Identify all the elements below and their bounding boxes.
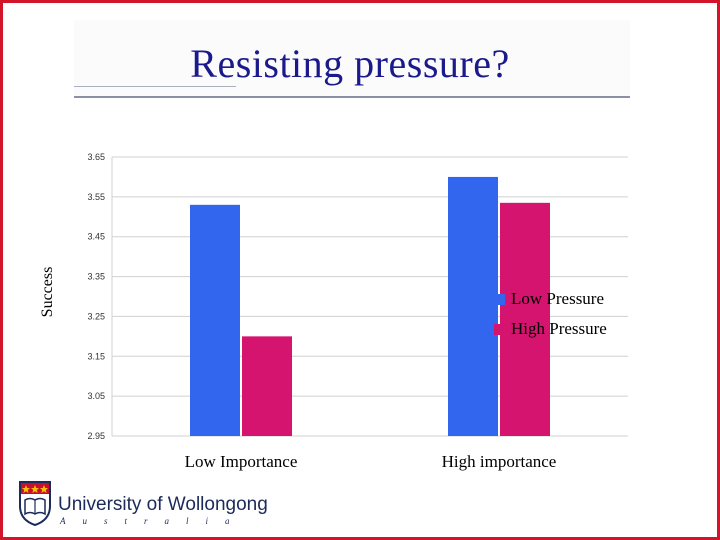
y-tick-label: 3.05 bbox=[87, 391, 105, 401]
y-axis-label: Success bbox=[39, 266, 56, 318]
legend-item-high-pressure: High Pressure bbox=[494, 314, 607, 344]
bar-low-pressure-1 bbox=[190, 204, 240, 436]
university-crest-icon bbox=[19, 481, 51, 526]
y-tick-label: 3.55 bbox=[87, 192, 105, 202]
y-tick-label: 3.15 bbox=[87, 351, 105, 361]
slide-title: Resisting pressure? bbox=[190, 41, 510, 86]
bars bbox=[190, 176, 550, 436]
x-tick-labels: Low Importance High importance bbox=[185, 452, 557, 471]
bar-low-pressure-2 bbox=[448, 176, 498, 436]
legend-swatch-high-pressure bbox=[494, 323, 505, 335]
y-tick-label: 3.65 bbox=[87, 152, 105, 162]
legend: Low Pressure High Pressure bbox=[494, 284, 607, 344]
x-tick-label: High importance bbox=[442, 452, 557, 471]
y-tick-label: 3.25 bbox=[87, 311, 105, 321]
legend-label-low-pressure: Low Pressure bbox=[511, 289, 605, 308]
university-name: University of Wollongong bbox=[58, 494, 268, 515]
legend-swatch-low-pressure bbox=[494, 293, 505, 305]
legend-label-high-pressure: High Pressure bbox=[511, 319, 607, 338]
y-tick-label: 3.35 bbox=[87, 272, 105, 282]
university-logo: University of Wollongong Australia bbox=[18, 480, 268, 530]
title-box bbox=[74, 20, 630, 98]
bar-high-pressure-1 bbox=[242, 336, 292, 436]
y-tick-label: 2.95 bbox=[87, 431, 105, 441]
y-tick-label: 3.45 bbox=[87, 232, 105, 242]
university-country: Australia bbox=[60, 516, 247, 526]
x-tick-label: Low Importance bbox=[185, 452, 298, 471]
bar-high-pressure-2 bbox=[500, 202, 550, 436]
y-tick-labels: 2.95 3.05 3.15 3.25 3.35 3.45 3.55 3.65 bbox=[87, 152, 105, 441]
legend-item-low-pressure: Low Pressure bbox=[494, 284, 607, 314]
